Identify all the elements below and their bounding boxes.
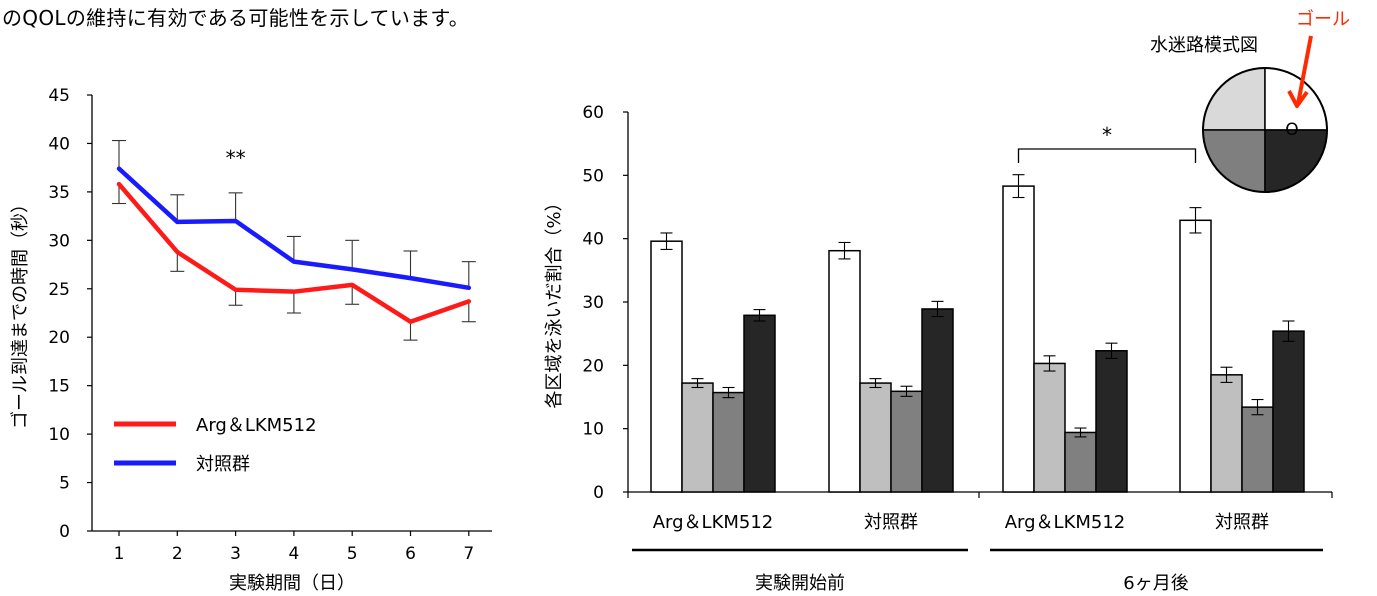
- goal-label: ゴール: [1296, 9, 1350, 30]
- bar-chart-y-tick-label: 50: [582, 166, 604, 186]
- maze-diagram: 水迷路模式図 ゴール O: [1150, 9, 1350, 193]
- line-chart-y-ticks: 0 5 10 15 20 25 30 35 40 45: [48, 86, 92, 542]
- line-chart-x-tick-label: 3: [230, 544, 241, 564]
- bar: [859, 382, 892, 493]
- bar: [921, 308, 954, 493]
- line-chart-y-tick-label: 20: [48, 328, 70, 348]
- maze-outline: [1202, 67, 1328, 193]
- legend-label-control: 対照群: [196, 454, 250, 475]
- line-chart-x-tick-label: 7: [463, 544, 474, 564]
- bar-group-label: 対照群: [1215, 512, 1269, 533]
- line-chart-x-tick-label: 6: [405, 544, 416, 564]
- legend-label-arg: Arg＆LKM512: [196, 415, 317, 436]
- line-chart-error-bars: [112, 139, 476, 341]
- bar: [712, 391, 745, 493]
- goal-arrow: [1287, 35, 1313, 108]
- bar: [1033, 362, 1066, 493]
- bar-group-label: 対照群: [864, 512, 918, 533]
- bar-chart-x-ticks: [627, 492, 1333, 498]
- bar: [1064, 431, 1097, 493]
- bar-group-label: Arg＆LKM512: [1005, 512, 1126, 533]
- period-label: 6ヶ月後: [1123, 573, 1188, 594]
- bar-chart-y-tick-label: 60: [582, 103, 604, 123]
- bar-chart-y-tick-label: 0: [593, 483, 604, 503]
- line-chart-axes: [91, 95, 492, 532]
- bar: [743, 314, 776, 493]
- bar: [1179, 219, 1212, 493]
- line-chart-y-tick-label: 30: [48, 231, 70, 251]
- goal-marker: O: [1285, 120, 1298, 140]
- line-chart-x-tick-label: 5: [347, 544, 358, 564]
- line-chart-y-tick-label: 40: [48, 134, 70, 154]
- bar: [1002, 185, 1035, 493]
- series-line-control: [116, 166, 472, 291]
- bar-chart-significance: *: [1017, 123, 1197, 163]
- bar: [828, 249, 861, 493]
- line-chart-y-tick-label: 0: [59, 522, 70, 542]
- bar-group-label: Arg＆LKM512: [653, 512, 774, 533]
- bar-chart-bars: [650, 174, 1305, 493]
- line-chart-y-tick-label: 25: [48, 280, 70, 300]
- intro-text: のQOLの維持に有効である可能性を示しています。: [2, 6, 470, 30]
- line-chart-y-tick-label: 15: [48, 377, 70, 397]
- line-chart-y-tick-label: 10: [48, 425, 70, 445]
- bar: [1095, 350, 1128, 493]
- line-chart-x-ticks: 1 2 3 4 5 6 7: [114, 531, 474, 564]
- period-label: 実験開始前: [755, 573, 845, 594]
- bar: [1272, 330, 1305, 493]
- bar-chart: 0 10 20 30 40 50 60 Arg＆LKM512 対照群 Arg＆LKM512 対照群…: [544, 103, 1333, 594]
- series-line-arg: [116, 181, 472, 324]
- bar: [1210, 374, 1243, 493]
- line-chart-y-tick-label: 35: [48, 183, 70, 203]
- bar-chart-y-label: 各区域を泳いだ割合（%）: [544, 193, 565, 408]
- bar-chart-period-labels: 実験開始前 6ヶ月後: [632, 548, 1323, 594]
- maze-title: 水迷路模式図: [1150, 35, 1258, 56]
- line-chart-x-tick-label: 4: [288, 544, 299, 564]
- line-chart-x-label: 実験期間（日）: [229, 573, 355, 594]
- line-chart-significance: **: [226, 146, 246, 170]
- line-chart-y-label: ゴール到達までの時間（秒）: [10, 195, 31, 429]
- bar-chart-y-tick-label: 10: [582, 420, 604, 440]
- bar-chart-group-labels: Arg＆LKM512 対照群 Arg＆LKM512 対照群: [653, 512, 1269, 533]
- bar-chart-y-tick-label: 20: [582, 356, 604, 376]
- bar-chart-y-tick-label: 40: [582, 230, 604, 250]
- line-chart-series: [116, 166, 472, 324]
- line-chart-legend: Arg＆LKM512 対照群: [114, 415, 317, 475]
- bar-chart-y-ticks: 0 10 20 30 40 50 60: [582, 103, 628, 503]
- bar: [1241, 406, 1274, 493]
- significance-marker: *: [1102, 123, 1112, 147]
- line-chart-x-tick-label: 1: [114, 544, 125, 564]
- bar: [650, 240, 683, 493]
- bar: [890, 390, 923, 493]
- bar: [681, 382, 714, 493]
- significance-bracket: [1017, 148, 1197, 163]
- bar-chart-y-tick-label: 30: [582, 293, 604, 313]
- line-chart-y-tick-label: 5: [59, 474, 70, 494]
- line-chart-x-tick-label: 2: [172, 544, 183, 564]
- line-chart-y-tick-label: 45: [48, 86, 70, 106]
